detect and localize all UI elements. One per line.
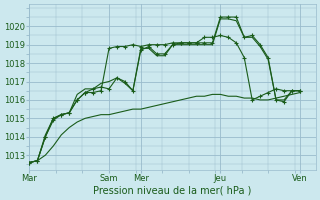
X-axis label: Pression niveau de la mer( hPa ): Pression niveau de la mer( hPa ) bbox=[93, 186, 252, 196]
